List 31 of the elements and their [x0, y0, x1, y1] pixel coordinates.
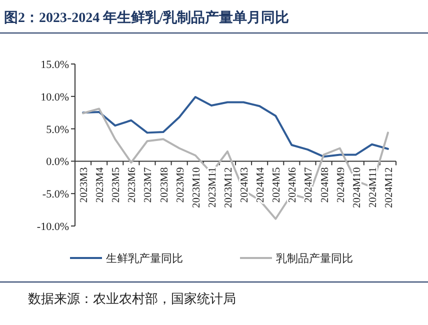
x-tick-label: 2023M5: [111, 167, 122, 203]
legend-label: 生鲜乳产量同比: [106, 252, 183, 265]
y-tick-label: -5.0%: [42, 188, 69, 201]
x-tick-label: 2023M12: [223, 167, 234, 208]
x-tick-label: 2023M7: [143, 167, 154, 203]
x-tick-label: 2023M3: [79, 167, 90, 203]
x-tick-label: 2024M9: [336, 167, 347, 203]
x-tick-label: 2023M9: [175, 167, 186, 203]
legend-label: 乳制品产量同比: [276, 252, 353, 265]
y-tick-label: 15.0%: [40, 59, 69, 71]
x-tick-label: 2024M12: [384, 167, 395, 208]
x-tick-label: 2024M10: [352, 167, 363, 208]
source-note: 数据来源：农业农村部，国家统计局: [28, 291, 236, 306]
x-tick-label: 2023M4: [95, 166, 106, 203]
line-series: [82, 96, 389, 158]
x-tick-label: 2024M5: [272, 167, 283, 203]
y-tick-label: -10.0%: [36, 221, 69, 233]
x-tick-label: 2023M6: [127, 167, 138, 203]
y-tick-label: 5.0%: [46, 124, 69, 136]
x-tick-label: 2023M11: [207, 167, 218, 208]
chart-title: 图2：2023-2024 年生鲜乳/乳制品产量单月同比: [4, 9, 290, 26]
y-tick-label: 0.0%: [46, 156, 69, 168]
x-tick-label: 2023M10: [191, 167, 202, 208]
x-tick-label: 2024M7: [304, 167, 315, 203]
x-tick-label: 2024M6: [288, 167, 299, 203]
x-tick-label: 2023M8: [159, 167, 170, 203]
x-tick-label: 2024M8: [320, 167, 331, 203]
x-tick-label: 2024M3: [240, 167, 251, 203]
x-tick-label: 2024M4: [256, 166, 267, 203]
y-tick-label: 10.0%: [40, 91, 69, 104]
x-tick-label: 2024M11: [368, 167, 379, 208]
